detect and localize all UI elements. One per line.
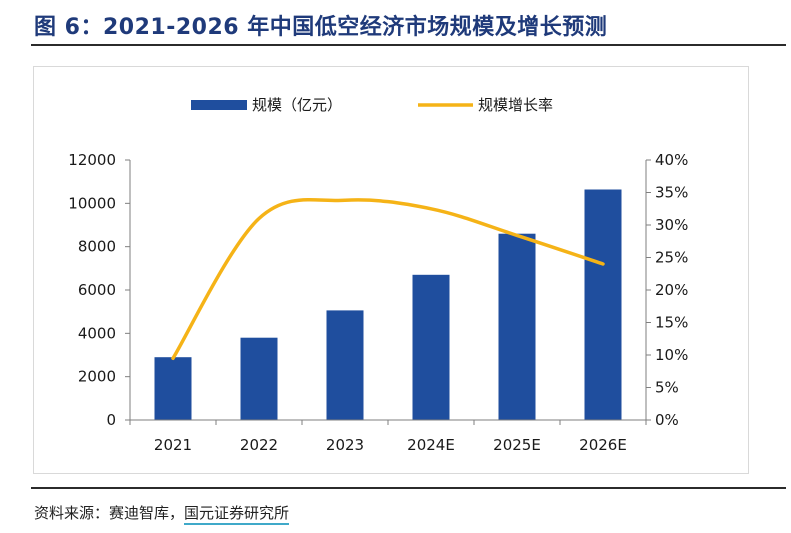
right-tick-label: 30% [655, 216, 688, 234]
source-org: 国元证券研究所 [184, 504, 290, 525]
right-tick-label: 10% [655, 346, 688, 364]
x-tick-label: 2025E [493, 436, 541, 454]
bar-2026E [584, 189, 622, 420]
left-tick-label: 8000 [78, 238, 116, 256]
growth-rate-line [171, 197, 605, 361]
legend-line-label: 规模增长率 [478, 96, 553, 114]
left-tick-label: 4000 [78, 324, 116, 342]
legend-bar-swatch [191, 100, 247, 110]
x-tick-label: 2024E [407, 436, 455, 454]
right-tick-label: 35% [655, 184, 688, 202]
right-tick-label: 25% [655, 249, 688, 267]
left-tick-label: 12000 [68, 151, 116, 169]
right-tick-label: 20% [655, 281, 688, 299]
source-note: 资料来源：赛迪智库，国元证券研究所 [34, 502, 290, 525]
x-tick-label: 2022 [240, 436, 278, 454]
source-prefix: 资料来源：赛迪智库， [34, 504, 185, 522]
right-tick-label: 40% [655, 151, 688, 169]
bar-2023 [326, 310, 364, 420]
source-rule [31, 487, 786, 489]
legend-bar-label: 规模（亿元） [252, 96, 342, 114]
left-tick-label: 2000 [78, 368, 116, 386]
right-tick-label: 15% [655, 314, 688, 332]
x-tick-label: 2021 [154, 436, 192, 454]
x-tick-label: 2026E [579, 436, 627, 454]
bar-2022 [240, 337, 278, 420]
right-tick-label: 5% [655, 379, 679, 397]
right-tick-label: 0% [655, 411, 679, 429]
left-tick-label: 0 [106, 411, 116, 429]
bar-2025E [498, 233, 536, 420]
figure-title: 图 6：2021-2026 年中国低空经济市场规模及增长预测 [34, 15, 608, 40]
chart-frame [33, 66, 749, 474]
title-rule [31, 44, 786, 46]
bar-2021 [154, 357, 192, 420]
left-tick-label: 6000 [78, 281, 116, 299]
bar-2024E [412, 274, 450, 420]
x-tick-label: 2023 [326, 436, 364, 454]
left-tick-label: 10000 [68, 194, 116, 212]
